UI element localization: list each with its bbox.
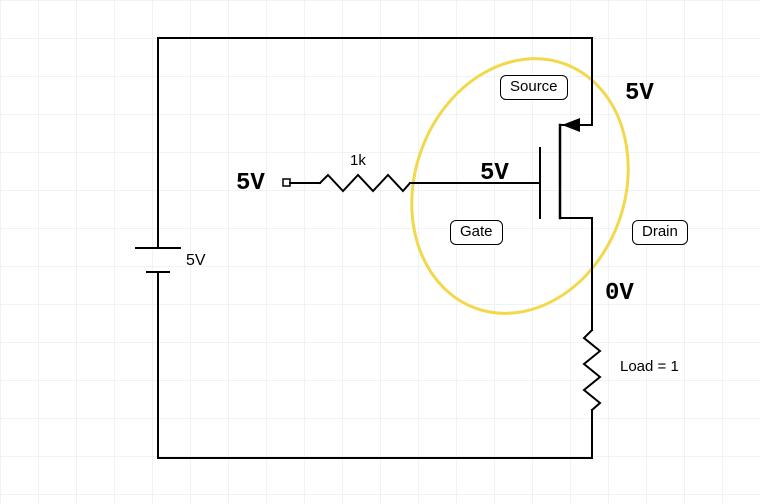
gate-supply-voltage: 5V [236, 170, 265, 197]
voltage-drain: 0V [605, 280, 634, 307]
voltage-top-right: 5V [625, 80, 654, 107]
label-drain: Drain [632, 220, 688, 245]
circuit-wires [0, 0, 760, 504]
label-source: Source [500, 75, 568, 100]
battery-label: 5V [186, 252, 206, 270]
resistor-gate-label: 1k [350, 152, 366, 169]
voltage-gate-node: 5V [480, 160, 509, 187]
label-gate: Gate [450, 220, 503, 245]
resistor-load-label: Load = 1 [620, 358, 679, 375]
